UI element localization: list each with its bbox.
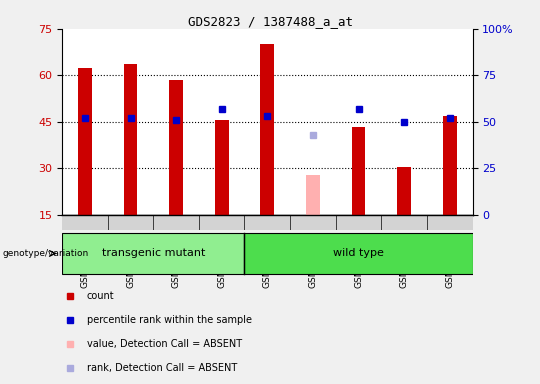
FancyBboxPatch shape xyxy=(62,233,245,274)
Text: value, Detection Call = ABSENT: value, Detection Call = ABSENT xyxy=(87,339,242,349)
Text: genotype/variation: genotype/variation xyxy=(3,249,89,258)
Bar xyxy=(352,127,366,215)
Text: GDS2823 / 1387488_a_at: GDS2823 / 1387488_a_at xyxy=(187,15,353,28)
Bar xyxy=(306,175,320,215)
Text: rank, Detection Call = ABSENT: rank, Detection Call = ABSENT xyxy=(87,363,237,373)
FancyBboxPatch shape xyxy=(245,233,472,274)
Bar xyxy=(260,44,274,215)
Bar xyxy=(78,68,92,215)
Bar xyxy=(169,80,183,215)
Bar xyxy=(124,65,137,215)
Text: count: count xyxy=(87,291,114,301)
Bar xyxy=(215,120,228,215)
Text: wild type: wild type xyxy=(333,248,384,258)
Text: transgenic mutant: transgenic mutant xyxy=(102,248,205,258)
Bar xyxy=(397,167,411,215)
Bar xyxy=(443,116,456,215)
Text: percentile rank within the sample: percentile rank within the sample xyxy=(87,315,252,325)
